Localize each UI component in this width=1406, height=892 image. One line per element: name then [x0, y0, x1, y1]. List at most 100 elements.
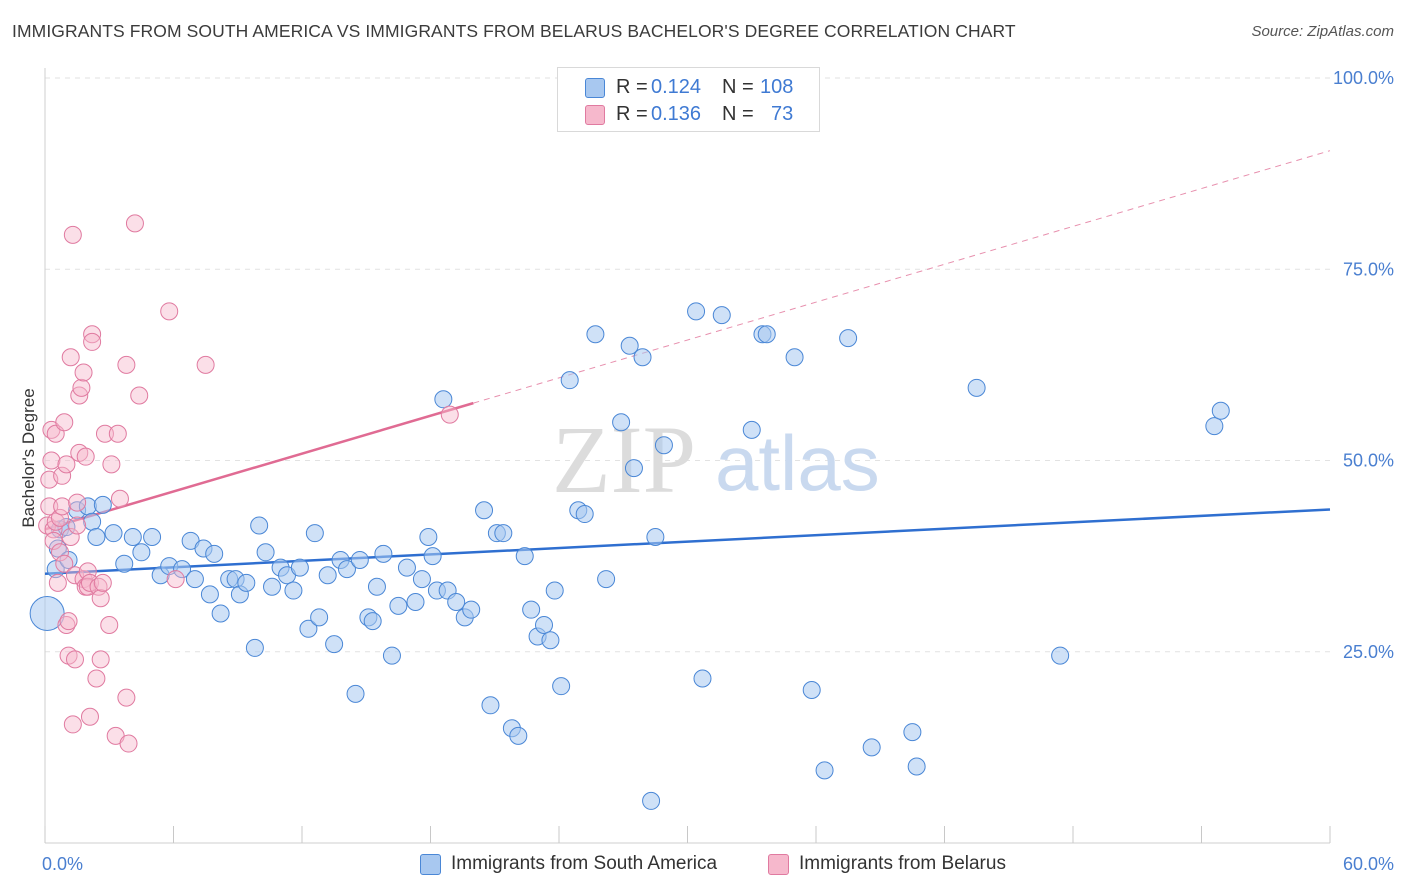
data-point-south-america — [419, 528, 438, 546]
y-tick-label: 100.0% — [1333, 68, 1394, 88]
data-point-belarus — [61, 528, 80, 546]
data-point-south-america — [83, 512, 102, 531]
data-point-south-america — [545, 581, 564, 600]
data-point-south-america — [586, 325, 605, 344]
data-point-belarus — [55, 554, 74, 573]
data-point-belarus — [100, 615, 119, 634]
trendline-south-america — [44, 508, 1331, 575]
data-point-south-america — [494, 524, 513, 543]
legend-swatch-pink — [585, 105, 605, 125]
data-point-south-america — [802, 681, 821, 699]
data-point-south-america — [785, 348, 804, 367]
legend-n-label: N = — [722, 76, 754, 98]
data-point-south-america — [104, 524, 123, 543]
data-point-south-america — [597, 570, 616, 589]
data-point-belarus — [93, 573, 112, 592]
data-point-belarus — [72, 378, 91, 397]
data-point-belarus — [65, 650, 84, 669]
data-point-south-america — [481, 696, 500, 715]
data-point-south-america — [284, 581, 303, 600]
data-point-south-america — [654, 436, 673, 455]
data-point-south-america — [903, 723, 922, 742]
data-point-belarus — [78, 562, 97, 581]
data-point-south-america — [350, 550, 369, 569]
data-point-south-america — [397, 558, 416, 577]
data-point-south-america — [535, 615, 554, 634]
data-point-belarus — [40, 497, 59, 516]
data-point-belarus — [110, 489, 129, 508]
data-point-south-america — [693, 669, 712, 688]
data-point-belarus — [108, 424, 127, 443]
data-point-south-america — [646, 528, 665, 546]
data-point-south-america — [318, 566, 337, 585]
legend-n-label: N = — [722, 103, 754, 125]
gridlines — [45, 77, 1330, 653]
data-point-south-america — [382, 646, 401, 665]
data-point-belarus — [57, 455, 76, 474]
data-point-south-america — [515, 547, 534, 566]
data-point-south-america — [1051, 646, 1070, 665]
y-tick-label: 75.0% — [1343, 259, 1394, 279]
data-point-south-america — [434, 390, 453, 409]
data-point-south-america — [143, 528, 162, 546]
correlation-legend: R = 0.124 N = 108 R = 0.136 N = 73 — [557, 67, 820, 132]
data-point-belarus — [53, 497, 72, 516]
data-point-belarus — [87, 669, 106, 688]
x-tick-labels: 0.0% 60.0% — [42, 854, 1394, 874]
chart-title: IMMIGRANTS FROM SOUTH AMERICA VS IMMIGRA… — [12, 21, 1016, 41]
data-point-belarus — [63, 715, 82, 734]
data-point-south-america — [363, 612, 382, 631]
source-label: Source: ZipAtlas.com — [1251, 23, 1394, 40]
data-point-belarus — [83, 332, 102, 351]
data-point-south-america — [46, 560, 65, 579]
data-point-south-america — [612, 413, 631, 432]
data-point-belarus — [117, 355, 136, 374]
data-point-south-america — [346, 684, 365, 703]
data-point-south-america — [620, 336, 639, 355]
data-point-belarus — [83, 325, 102, 344]
data-point-south-america — [575, 505, 594, 524]
legend-row-belarus: R = 0.136 N = 73 — [558, 100, 819, 128]
data-point-south-america — [256, 543, 275, 562]
data-point-south-america — [263, 577, 282, 596]
y-axis-title: Bachelor's Degree — [19, 388, 38, 527]
y-tick-label: 25.0% — [1343, 642, 1394, 662]
data-point-south-america — [475, 501, 494, 520]
data-point-south-america — [389, 596, 408, 615]
y-tick-label: 50.0% — [1343, 451, 1394, 471]
data-point-belarus — [102, 455, 121, 474]
data-point-south-america — [560, 371, 579, 390]
data-point-south-america — [299, 619, 318, 638]
legend-n-value: 73 — [771, 103, 794, 125]
data-point-south-america — [250, 516, 269, 535]
series-south-america — [29, 302, 1230, 810]
data-point-south-america — [1211, 401, 1230, 420]
data-point-south-america — [305, 524, 324, 543]
data-point-belarus — [68, 516, 87, 535]
x-tick-label: 0.0% — [42, 854, 83, 874]
data-point-south-america — [967, 378, 986, 397]
legend-r-value: 0.124 — [651, 76, 702, 98]
data-point-south-america — [633, 348, 652, 367]
watermark: ZIP atlas — [552, 406, 880, 513]
data-point-south-america — [132, 543, 151, 562]
data-point-south-america — [211, 604, 230, 623]
data-point-south-america — [742, 420, 761, 439]
legend-n-value: 108 — [760, 76, 794, 98]
data-point-south-america — [200, 585, 219, 604]
data-point-south-america — [815, 761, 834, 780]
data-point-south-america — [367, 577, 386, 596]
data-point-belarus — [44, 531, 63, 550]
data-point-south-america — [406, 593, 425, 612]
x-tick-label: 60.0% — [1343, 854, 1394, 874]
series-belarus — [38, 214, 459, 753]
data-point-belarus — [119, 734, 138, 753]
data-point-south-america — [115, 554, 134, 573]
legend-swatch-blue — [585, 78, 605, 98]
trendline-belarus — [44, 401, 474, 531]
data-point-south-america — [447, 593, 466, 612]
data-point-south-america — [522, 600, 541, 619]
data-point-belarus — [95, 424, 114, 443]
data-point-belarus — [160, 302, 179, 321]
data-point-south-america — [839, 329, 858, 348]
